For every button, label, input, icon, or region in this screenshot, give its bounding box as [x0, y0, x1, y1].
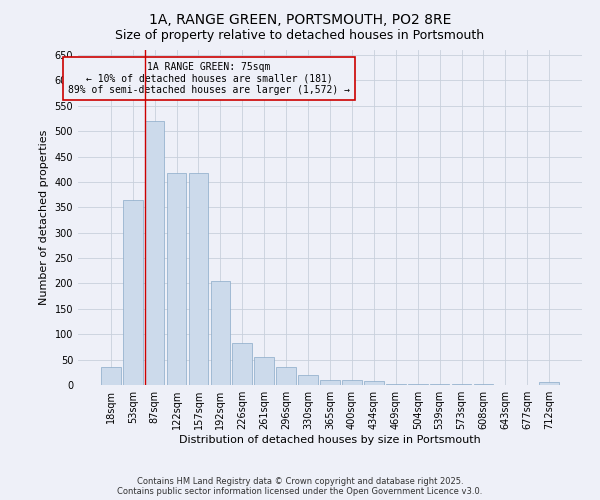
Bar [452, 384, 472, 385]
Bar [386, 384, 406, 385]
X-axis label: Distribution of detached houses by size in Portsmouth: Distribution of detached houses by size … [179, 435, 481, 445]
Bar [101, 367, 121, 385]
Bar [123, 200, 143, 385]
Bar [188, 173, 208, 385]
Bar [364, 381, 384, 385]
Bar [539, 382, 559, 385]
Bar [232, 343, 252, 385]
Bar [254, 357, 274, 385]
Bar [167, 173, 187, 385]
Bar [298, 375, 318, 385]
Bar [430, 384, 449, 385]
Bar [408, 384, 428, 385]
Y-axis label: Number of detached properties: Number of detached properties [39, 130, 49, 305]
Bar [145, 121, 164, 385]
Text: 1A, RANGE GREEN, PORTSMOUTH, PO2 8RE: 1A, RANGE GREEN, PORTSMOUTH, PO2 8RE [149, 12, 451, 26]
Bar [473, 384, 493, 385]
Text: Size of property relative to detached houses in Portsmouth: Size of property relative to detached ho… [115, 29, 485, 42]
Text: 1A RANGE GREEN: 75sqm
← 10% of detached houses are smaller (181)
89% of semi-det: 1A RANGE GREEN: 75sqm ← 10% of detached … [68, 62, 350, 95]
Bar [320, 380, 340, 385]
Bar [211, 281, 230, 385]
Bar [342, 380, 362, 385]
Text: Contains HM Land Registry data © Crown copyright and database right 2025.
Contai: Contains HM Land Registry data © Crown c… [118, 476, 482, 496]
Bar [276, 367, 296, 385]
